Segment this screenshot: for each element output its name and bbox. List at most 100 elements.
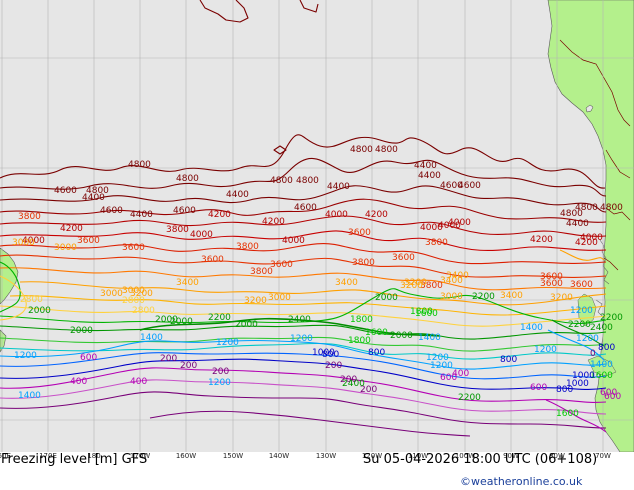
contour-label: 4400	[414, 161, 437, 171]
contour-label: 3000	[100, 289, 123, 299]
contour-label: 2000	[170, 317, 193, 327]
contour-label: 600	[530, 383, 547, 393]
country-border	[559, 39, 631, 271]
contour-label: 4000	[282, 236, 305, 246]
map-datetime: Su 05-04-2026 18:00 UTC (06+108)	[363, 452, 598, 467]
contour-label: 4000	[420, 223, 443, 233]
contour-label: 400	[130, 377, 147, 387]
contour-label: 1800	[348, 336, 371, 346]
contour-line-1400	[0, 342, 607, 360]
contour-line-200	[0, 391, 607, 429]
contour-line-600	[0, 367, 607, 403]
contour-label: 4400	[226, 190, 249, 200]
contour-label: 4000	[580, 233, 603, 243]
contour-label: 3600	[77, 236, 100, 246]
contour-label: 4000	[448, 218, 471, 228]
longitude-label: 110W	[407, 452, 429, 460]
contour-bundle-sa	[547, 329, 605, 361]
contour-label: 4400	[327, 182, 350, 192]
new-zealand-land	[0, 247, 19, 305]
contour-line-4800	[0, 134, 606, 189]
contour-line-2000	[139, 317, 441, 337]
contour-label: 800	[598, 343, 615, 353]
contour-label: 2200	[472, 292, 495, 302]
contour-bundle-sa	[545, 399, 607, 433]
contour-label: 3400	[440, 276, 463, 286]
site-credit[interactable]: ©weatheronline.co.uk	[460, 475, 583, 488]
contour-label: 3200	[550, 293, 573, 303]
contour-label: 2000	[28, 306, 51, 316]
contour-label: 1200	[216, 338, 239, 348]
contour-label: 1200	[14, 351, 37, 361]
contour-label: 3000	[440, 292, 463, 302]
contour-line-1800	[0, 336, 607, 352]
contour-label: 4800	[560, 209, 583, 219]
longitude-label: 130W	[315, 452, 337, 460]
contour-label: 3600	[201, 255, 224, 265]
contour-label: 3000	[122, 286, 145, 296]
contour-line-3200	[19, 281, 607, 306]
contour-label: 600	[440, 373, 457, 383]
contour-label: 1000	[572, 371, 595, 381]
contour-label: 4800	[375, 145, 398, 155]
contour-label: 2200	[600, 313, 623, 323]
contour-label: 3600	[540, 272, 563, 282]
contour-label: 4800	[296, 176, 319, 186]
contour-label: 1200	[570, 306, 593, 316]
contour-label: 4400	[566, 219, 589, 229]
contour-label: 4600	[54, 186, 77, 196]
contour-label: 1200	[208, 378, 231, 388]
contour-label: 3000	[54, 243, 77, 253]
contour-label: 3600	[570, 280, 593, 290]
contour-label: 4800	[128, 160, 151, 170]
contour-line-4200	[0, 215, 607, 237]
contour-line-2200	[0, 324, 607, 340]
contour-line-400	[0, 379, 607, 415]
contour-bundle-nz	[0, 275, 27, 321]
longitude-label: 170W	[129, 452, 151, 460]
contour-line-3600	[0, 254, 607, 278]
contour-line-3800	[0, 243, 607, 265]
contour-label: 4800	[86, 186, 109, 196]
contour-label: 3200	[130, 289, 153, 299]
contour-label: 200	[340, 375, 357, 385]
contour-label: 1200	[534, 345, 557, 355]
contour-label: 1200	[426, 353, 449, 363]
contour-label: 200	[180, 361, 197, 371]
contour-line-800	[0, 358, 607, 390]
map-title: Freezing level [m] GFS	[1, 452, 148, 467]
contour-label: 4400	[418, 171, 441, 181]
contour-label: 4600	[100, 206, 123, 216]
contour-label: 1600	[415, 309, 438, 319]
contour-label: 800	[322, 350, 339, 360]
contour-line-1200	[0, 339, 607, 370]
longitude-label: 120W	[361, 452, 383, 460]
longitude-label: 160E	[0, 452, 11, 460]
contour-label: 2200	[208, 313, 231, 323]
contour-label: 4200	[60, 224, 83, 234]
contour-label: 200	[360, 385, 377, 395]
contour-label: 600	[80, 353, 97, 363]
contour-label: 3600	[122, 243, 145, 253]
contour-label: 1200	[576, 334, 599, 344]
contour-label: 4600	[458, 181, 481, 191]
contour-label: 2200	[458, 393, 481, 403]
contour-bundle-sa	[559, 249, 605, 261]
contour-label: 1400	[418, 333, 441, 343]
longitude-label: 70W	[595, 452, 611, 460]
contour-label: 3400	[335, 278, 358, 288]
contour-line-2400	[0, 288, 607, 324]
contour-label: 4000	[190, 230, 213, 240]
contour-label: 3200	[404, 278, 427, 288]
contour-label: 200	[160, 354, 177, 364]
contour-label: 1400	[140, 333, 163, 343]
contour-line-4800-north	[199, 0, 319, 155]
contour-label: 3800	[420, 281, 443, 291]
contour-label: 4800	[600, 203, 623, 213]
contour-label: 3800	[236, 242, 259, 252]
contour-line-0	[149, 410, 471, 437]
contour-label: 4600	[440, 181, 463, 191]
contour-line-4600	[0, 185, 607, 213]
contour-line-2800	[0, 305, 607, 327]
